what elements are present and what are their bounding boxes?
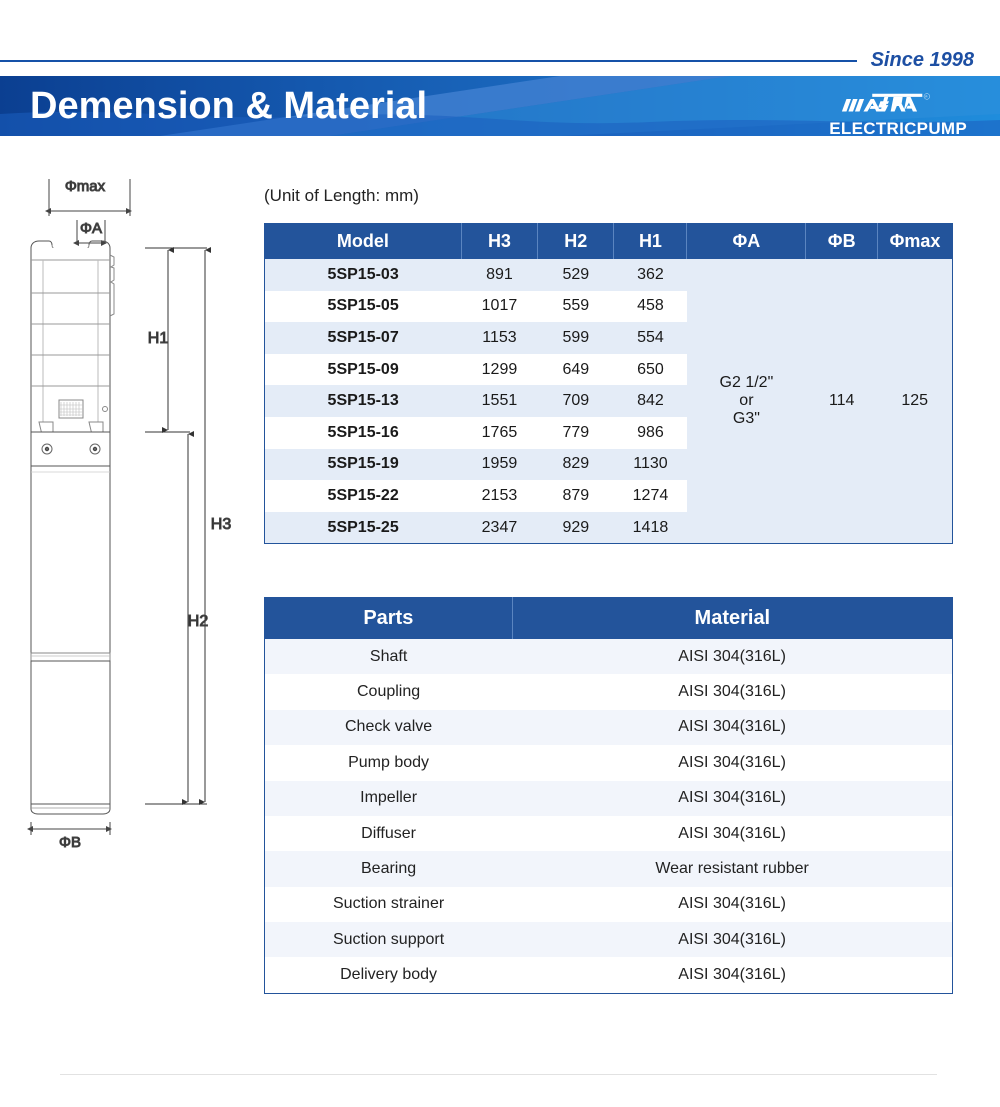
svg-text:H2: H2 <box>188 613 209 630</box>
svg-text:ΦB: ΦB <box>59 834 81 851</box>
svg-text:R: R <box>925 95 927 99</box>
svg-text:Φmax: Φmax <box>65 178 106 195</box>
svg-text:ΦA: ΦA <box>80 220 102 237</box>
svg-text:H3: H3 <box>211 516 232 533</box>
svg-text:H1: H1 <box>148 330 169 347</box>
